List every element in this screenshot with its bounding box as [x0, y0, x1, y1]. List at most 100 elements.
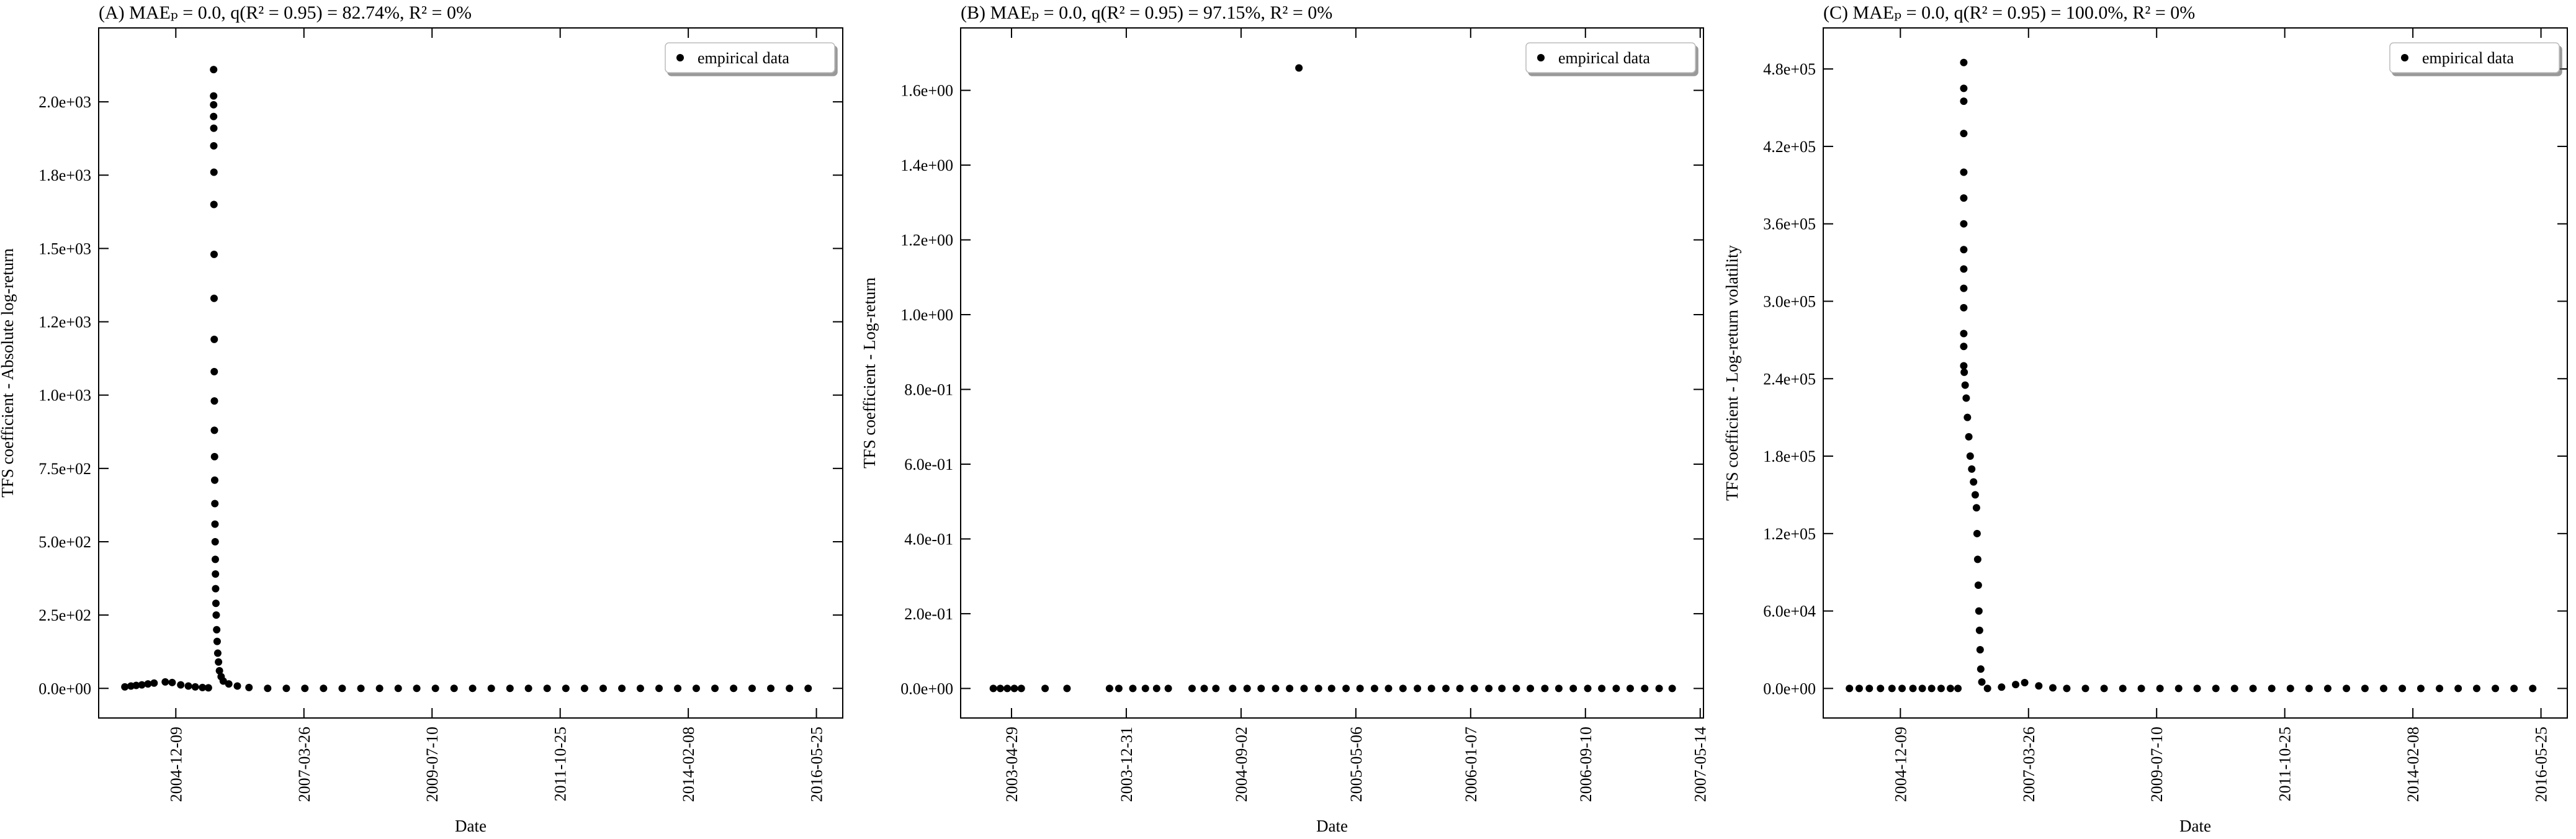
- data-point: [2399, 684, 2407, 693]
- data-point: [1888, 684, 1896, 693]
- y-tick-label: 6.0e+04: [1763, 603, 1816, 621]
- data-point: [2100, 684, 2108, 693]
- data-point: [1272, 684, 1280, 693]
- x-tick-label: 2003-12-31: [1118, 727, 1136, 802]
- data-point: [1314, 684, 1322, 693]
- data-point: [1003, 684, 1012, 693]
- data-point: [2156, 684, 2164, 693]
- x-tick-label: 2011-10-25: [2276, 727, 2294, 801]
- data-point: [210, 168, 218, 176]
- data-point: [1962, 394, 1970, 402]
- data-point: [1541, 684, 1549, 693]
- data-point: [674, 684, 682, 693]
- data-point: [2454, 684, 2462, 693]
- data-point: [1442, 684, 1450, 693]
- data-point: [1928, 684, 1936, 693]
- legend: empirical data: [2389, 42, 2560, 73]
- data-point: [168, 678, 176, 686]
- data-point: [320, 684, 328, 693]
- data-point: [191, 683, 199, 691]
- data-point: [2380, 684, 2388, 693]
- data-point: [1963, 413, 1972, 421]
- data-point: [1584, 684, 1592, 693]
- axes-frame: [1823, 27, 2568, 719]
- data-point: [210, 476, 218, 484]
- data-point: [692, 684, 700, 693]
- data-point: [144, 680, 152, 688]
- data-point: [580, 684, 588, 693]
- data-point: [1063, 684, 1071, 693]
- x-tick-label: 2016-05-25: [808, 727, 826, 802]
- data-point: [1978, 678, 1986, 686]
- data-point: [301, 684, 309, 693]
- data-point: [213, 637, 221, 645]
- x-axis-label: Date: [2179, 817, 2211, 835]
- x-tick-label: 2005-05-06: [1347, 727, 1365, 802]
- data-point: [210, 426, 218, 434]
- legend-label: empirical data: [2422, 49, 2514, 67]
- data-point: [199, 683, 207, 691]
- y-tick-label: 1.2e+00: [900, 231, 953, 249]
- data-point: [1865, 684, 1874, 693]
- data-point: [212, 599, 220, 608]
- y-tick-label: 5.0e+02: [38, 533, 91, 551]
- y-tick-label: 0.0e+00: [38, 680, 91, 698]
- y-tick-label: 4.8e+05: [1763, 60, 1816, 78]
- data-point: [1164, 684, 1172, 693]
- data-point: [1954, 684, 1962, 693]
- data-point: [524, 684, 532, 693]
- y-tick-label: 1.2e+05: [1763, 525, 1816, 543]
- y-axis-label: TFS coefficient - Absolute log-return: [0, 248, 17, 498]
- data-point: [1668, 684, 1676, 693]
- data-point: [1342, 684, 1350, 693]
- data-point: [394, 684, 402, 693]
- data-point: [1965, 433, 1973, 441]
- x-tick-label: 2006-01-07: [1462, 727, 1480, 802]
- data-point: [1977, 665, 1985, 673]
- y-tick-label: 0.0e+00: [900, 680, 953, 698]
- data-point: [562, 684, 570, 693]
- data-point: [1960, 368, 1968, 376]
- chart-title: (B) MAEₚ = 0.0, q(R² = 0.95) = 97.15%, R…: [961, 2, 1332, 23]
- y-axis-label: TFS coefficient - Log-return: [860, 277, 879, 469]
- data-point: [1960, 362, 1968, 370]
- data-point: [2212, 684, 2220, 693]
- data-point: [210, 335, 218, 343]
- y-tick-label: 2.5e+02: [38, 606, 91, 624]
- x-tick-label: 2006-09-10: [1577, 727, 1595, 802]
- legend-marker: [2401, 54, 2408, 61]
- data-point: [506, 684, 514, 693]
- data-point: [1960, 220, 1968, 228]
- data-point: [996, 684, 1004, 693]
- data-point: [431, 684, 439, 693]
- data-point: [225, 680, 233, 688]
- y-tick-label: 1.4e+00: [900, 156, 953, 174]
- legend-label: empirical data: [698, 49, 789, 67]
- data-point: [1498, 684, 1506, 693]
- data-point: [184, 682, 192, 690]
- y-tick-label: 1.6e+00: [900, 82, 953, 100]
- data-point: [1877, 684, 1885, 693]
- x-axis-label: Date: [455, 817, 487, 835]
- legend-box: [1525, 42, 1696, 73]
- data-point: [1846, 684, 1854, 693]
- data-point: [150, 679, 158, 687]
- data-point: [177, 681, 185, 689]
- data-point: [1975, 626, 1983, 634]
- data-point: [2343, 684, 2351, 693]
- data-point: [1612, 684, 1620, 693]
- x-tick-label: 2004-12-09: [1892, 727, 1910, 802]
- data-point: [1946, 684, 1954, 693]
- data-point: [1555, 684, 1563, 693]
- data-point: [1971, 491, 1979, 499]
- data-point: [1188, 684, 1196, 693]
- data-point: [1960, 58, 1968, 66]
- data-point: [210, 124, 218, 132]
- y-tick-label: 3.6e+05: [1763, 215, 1816, 233]
- x-tick-label: 2007-03-26: [295, 727, 313, 802]
- data-point: [210, 367, 218, 375]
- axes-frame: [98, 27, 843, 719]
- chart-title: (C) MAEₚ = 0.0, q(R² = 0.95) = 100.0%, R…: [1823, 2, 2195, 23]
- data-point: [599, 684, 607, 693]
- data-point: [245, 683, 253, 691]
